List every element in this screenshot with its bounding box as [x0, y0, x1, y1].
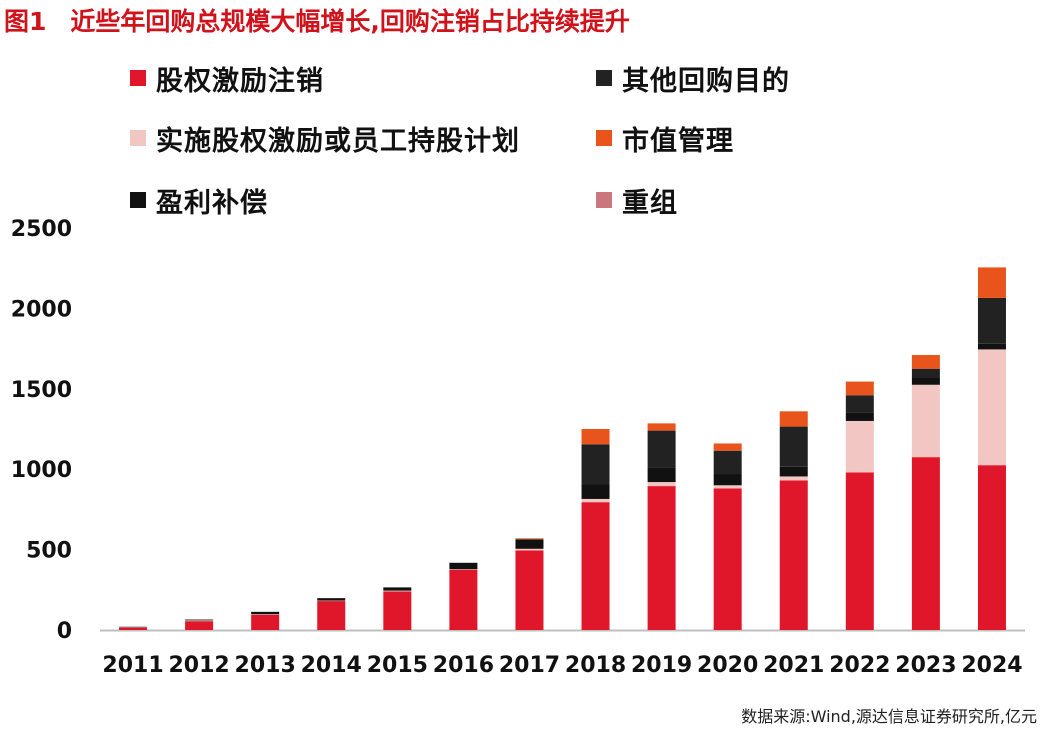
bar-segment	[779, 476, 808, 481]
x-tick-label: 2014	[301, 653, 362, 678]
source-note: 数据来源:Wind,源达信息证券研究所,亿元	[741, 707, 1037, 726]
y-tick-label: 2000	[11, 297, 72, 322]
bar-segment	[977, 267, 1006, 298]
x-tick-label: 2023	[895, 653, 956, 678]
legend-label: 其他回购目的	[622, 65, 790, 97]
bar-segment	[119, 627, 148, 630]
bar-segment	[845, 381, 874, 396]
bar-segment	[977, 465, 1006, 630]
legend-item: 市值管理	[596, 118, 734, 158]
bar-segment	[251, 611, 280, 615]
bar-segment	[251, 614, 280, 630]
bar-segment	[383, 591, 412, 630]
x-tick-label: 2018	[565, 653, 626, 678]
figure-number: 图1	[4, 7, 47, 36]
bar-segment	[647, 467, 676, 483]
bar-segment	[779, 466, 808, 477]
bar-segment	[911, 368, 940, 378]
x-tick-label: 2012	[168, 653, 229, 678]
bar-segment	[713, 443, 742, 451]
legend-label: 重组	[622, 187, 678, 219]
legend-label: 盈利补偿	[156, 187, 268, 219]
y-tick-label: 1000	[11, 458, 72, 483]
bar-segment	[647, 430, 676, 468]
bar-segment	[515, 548, 544, 551]
bar-segment	[185, 621, 214, 630]
y-tick-label: 500	[26, 539, 72, 564]
x-tick-label: 2016	[433, 653, 494, 678]
bar-segment	[713, 474, 742, 486]
bar-segment	[317, 601, 346, 630]
bar-segment	[647, 486, 676, 630]
bar-segment	[515, 538, 544, 540]
bar-segment	[977, 297, 1006, 344]
bar-segment	[383, 587, 412, 591]
x-tick-label: 2019	[631, 653, 692, 678]
x-tick-label: 2017	[499, 653, 560, 678]
bar-segment	[317, 598, 346, 601]
legend-item: 盈利补偿	[130, 180, 268, 220]
bar-segment	[647, 423, 676, 431]
bar-segment	[581, 444, 610, 485]
chart-legend: 股权激励注销 其他回购目的实施股权激励或员工持股计划 市值管理盈利补偿 重组	[0, 0, 1045, 230]
x-tick-label: 2022	[829, 653, 890, 678]
legend-item: 股权激励注销	[130, 58, 324, 98]
legend-swatch	[130, 192, 146, 208]
bar-segment	[647, 482, 676, 487]
bar-segment	[515, 539, 544, 540]
x-tick-label: 2015	[367, 653, 428, 678]
bar-segment	[383, 590, 412, 592]
x-tick-label: 2020	[697, 653, 758, 678]
bar-segment	[845, 472, 874, 630]
bar-segment	[713, 488, 742, 630]
bar-segment	[845, 395, 874, 413]
bar-segment	[779, 480, 808, 630]
bar-segment	[779, 426, 808, 467]
bar-segment	[515, 550, 544, 630]
bar-segment	[515, 539, 544, 549]
legend-swatch	[596, 192, 612, 208]
bar-segment	[581, 498, 610, 503]
legend-label: 股权激励注销	[156, 65, 324, 97]
bar-segment	[911, 355, 940, 369]
x-tick-label: 2021	[763, 653, 824, 678]
bar-segment	[977, 343, 1006, 350]
bar-segment	[581, 484, 610, 499]
bar-segment	[449, 569, 478, 630]
bar-segment	[911, 377, 940, 385]
legend-swatch	[596, 130, 612, 146]
bar-segment	[713, 485, 742, 489]
bar-segment	[185, 620, 214, 622]
y-tick-label: 1500	[11, 378, 72, 403]
y-tick-label: 2500	[11, 217, 72, 242]
bar-segment	[845, 412, 874, 421]
y-tick-label: 0	[57, 619, 72, 644]
bar-segment	[185, 619, 214, 621]
bar-segment	[581, 502, 610, 630]
bar-segment	[449, 562, 478, 570]
x-tick-label: 2013	[235, 653, 296, 678]
legend-swatch	[130, 130, 146, 146]
legend-item: 实施股权激励或员工持股计划	[130, 118, 520, 158]
legend-item: 其他回购目的	[596, 58, 790, 98]
bar-segment	[581, 429, 610, 445]
bar-segment	[845, 420, 874, 473]
x-tick-label: 2024	[961, 653, 1022, 678]
bar-segment	[779, 411, 808, 427]
figure-title-text: 近些年回购总规模大幅增长,回购注销占比持续提升	[70, 7, 630, 36]
legend-label: 市值管理	[622, 125, 734, 157]
bar-segment	[713, 450, 742, 475]
figure-title: 图1 近些年回购总规模大幅增长,回购注销占比持续提升	[4, 2, 630, 38]
legend-swatch	[596, 70, 612, 86]
legend-label: 实施股权激励或员工持股计划	[156, 125, 520, 157]
x-tick-label: 2011	[102, 653, 163, 678]
legend-item: 重组	[596, 180, 678, 220]
bar-segment	[977, 349, 1006, 466]
legend-swatch	[130, 70, 146, 86]
bar-segment	[911, 384, 940, 458]
bar-segment	[911, 457, 940, 630]
